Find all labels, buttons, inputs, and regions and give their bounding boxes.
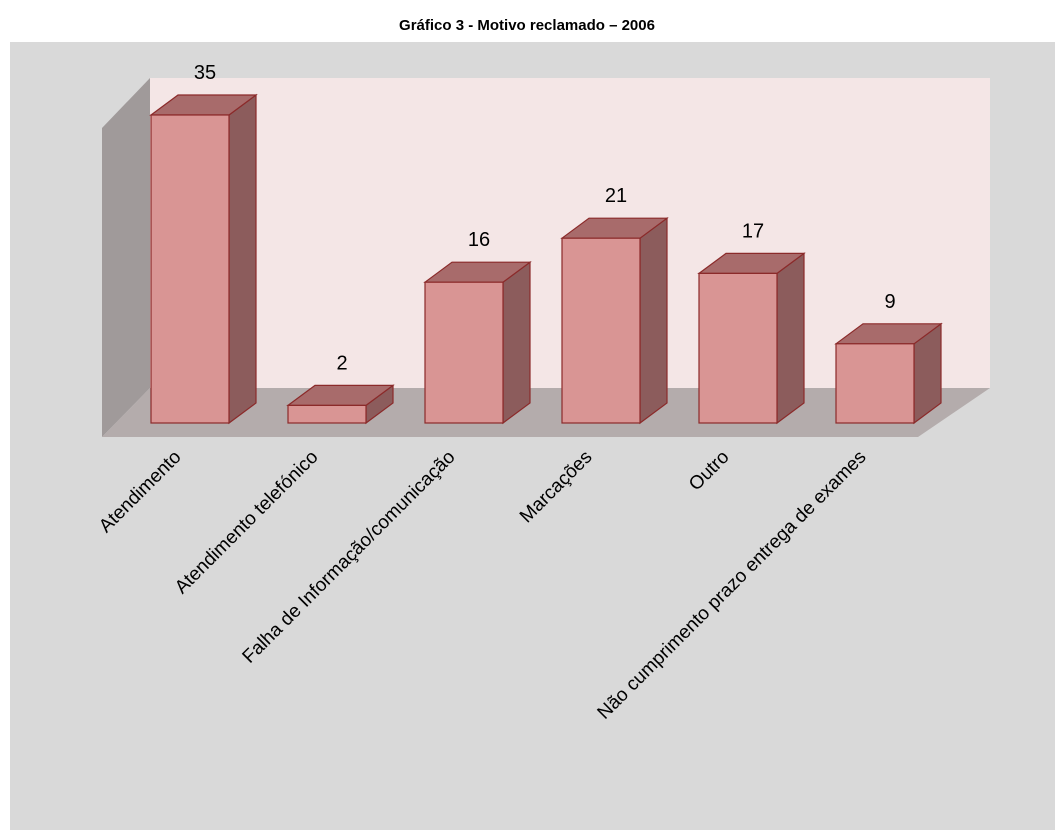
- value-label: 21: [605, 185, 627, 207]
- bar-side: [228, 93, 257, 425]
- value-label: 9: [884, 291, 895, 313]
- bar: [150, 114, 230, 424]
- bar-side: [502, 261, 531, 425]
- chart-title: Gráfico 3 - Motivo reclamado – 2006: [399, 17, 655, 34]
- bar: [424, 281, 504, 424]
- bar-side: [639, 217, 668, 425]
- value-label: 35: [194, 62, 216, 84]
- side-wall: [102, 78, 150, 437]
- bar: [561, 237, 641, 424]
- bar: [698, 272, 778, 424]
- bar: [835, 343, 915, 424]
- value-label: 2: [336, 352, 347, 374]
- bar-side: [776, 252, 805, 425]
- value-label: 17: [742, 220, 764, 242]
- value-label: 16: [468, 229, 490, 251]
- bar: [287, 404, 367, 424]
